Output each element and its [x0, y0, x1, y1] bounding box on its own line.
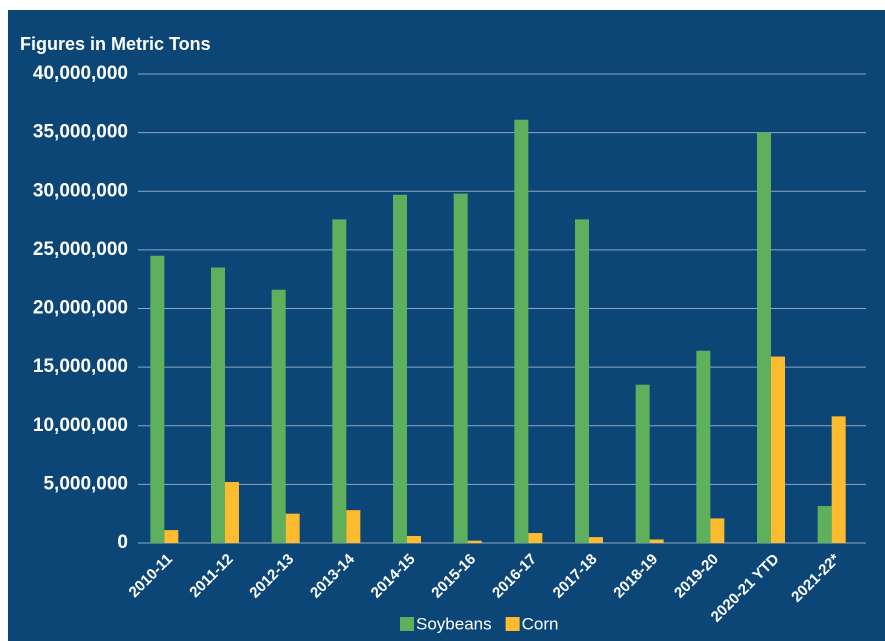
- bar: [407, 535, 421, 543]
- legend-label: Soybeans: [416, 614, 492, 633]
- legend-swatch: [400, 617, 414, 631]
- bar: [635, 384, 650, 543]
- y-tick-label: 5,000,000: [43, 473, 128, 494]
- bar: [467, 540, 482, 543]
- bar: [346, 510, 361, 543]
- bar: [332, 219, 347, 543]
- bar: [649, 539, 664, 543]
- y-tick-label: 15,000,000: [33, 356, 128, 377]
- y-tick-label: 20,000,000: [33, 298, 128, 319]
- bar: [696, 350, 711, 543]
- bar: [164, 530, 179, 543]
- bar: [575, 219, 589, 543]
- y-tick-label: 30,000,000: [33, 180, 128, 201]
- bar: [150, 255, 165, 544]
- y-tick-label: 35,000,000: [33, 122, 128, 143]
- bar: [771, 356, 785, 543]
- y-tick-label: 0: [117, 532, 128, 553]
- bar: [285, 513, 300, 543]
- bar: [817, 506, 832, 543]
- bar: [528, 533, 543, 543]
- background: [8, 10, 885, 641]
- bar: [211, 267, 225, 543]
- y-tick-label: 40,000,000: [33, 63, 128, 84]
- y-tick-label: 10,000,000: [33, 415, 128, 436]
- bar: [831, 416, 846, 543]
- bar: [453, 193, 468, 543]
- bar: [589, 537, 603, 543]
- legend-swatch: [505, 617, 520, 631]
- bar: [710, 518, 725, 543]
- legend-label: Corn: [522, 614, 559, 633]
- bar: [393, 194, 407, 543]
- bar: [271, 289, 286, 543]
- bar: [225, 482, 239, 543]
- bar: [757, 132, 771, 543]
- bar: [514, 119, 529, 543]
- chart-title: Figures in Metric Tons: [20, 34, 211, 54]
- y-tick-label: 25,000,000: [33, 239, 128, 260]
